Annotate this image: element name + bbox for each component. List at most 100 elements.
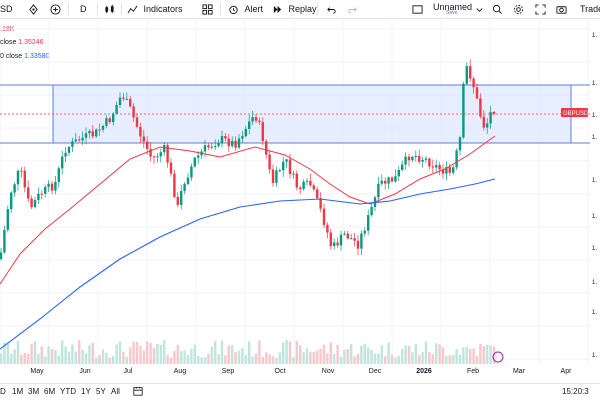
- timeframe-5y[interactable]: 5Y: [96, 387, 106, 396]
- legend-ma1-value: 1.35246: [18, 39, 44, 46]
- price-axis-label: 1.: [592, 310, 597, 316]
- volume-bar: [316, 350, 319, 364]
- layout-icon[interactable]: [412, 2, 423, 16]
- volume-bar: [163, 340, 166, 364]
- indicators-button[interactable]: Indicators: [127, 2, 183, 16]
- timeframe-1m[interactable]: 1M: [12, 387, 24, 396]
- volume-bar: [411, 352, 414, 364]
- timeframe-all[interactable]: All: [111, 387, 120, 396]
- candle-body: [20, 170, 23, 172]
- templates-icon[interactable]: [202, 2, 213, 16]
- redo-icon[interactable]: [347, 2, 358, 16]
- volume-bar: [452, 355, 455, 364]
- volume-bar: [241, 348, 244, 364]
- timeframe-1y[interactable]: 1Y: [81, 387, 91, 396]
- candle-body: [475, 87, 479, 99]
- candle-body: [210, 146, 213, 148]
- legend-ma2-label: 0 close: [0, 53, 23, 60]
- alert-button[interactable]: Alert: [228, 2, 263, 16]
- candle-body: [61, 156, 64, 169]
- price-axis-label: 1.: [592, 178, 597, 184]
- timeframe-6m[interactable]: 6M: [44, 387, 56, 396]
- camera-icon[interactable]: [556, 2, 567, 16]
- legend-ma2-value: 1.33580: [24, 53, 50, 60]
- x-axis-label: May: [30, 368, 44, 375]
- timeframe-ytd[interactable]: YTD: [60, 387, 76, 396]
- volume-bar: [197, 356, 200, 364]
- volume-bar: [149, 343, 152, 364]
- chevron-down-icon[interactable]: [474, 2, 485, 16]
- volume-bar: [37, 353, 40, 364]
- volume-bar: [176, 344, 179, 364]
- candle-body: [462, 83, 465, 138]
- volume-bar: [108, 357, 111, 364]
- volume-bar: [302, 352, 305, 364]
- volume-bar: [329, 342, 332, 364]
- compare-icon[interactable]: [28, 2, 39, 16]
- volume-bar: [322, 344, 326, 364]
- candle-body: [27, 187, 30, 199]
- search-icon[interactable]: [492, 2, 503, 16]
- fullscreen-icon[interactable]: [535, 2, 546, 16]
- x-axis-label: Sep: [222, 368, 235, 375]
- volume-bar: [343, 349, 346, 364]
- volume-bar: [261, 357, 264, 364]
- candle-body: [387, 177, 390, 184]
- volume-bar: [112, 356, 115, 364]
- volume-bar: [105, 352, 108, 364]
- volume-bar: [118, 341, 122, 364]
- volume-bar: [424, 341, 428, 364]
- chart-type-icon[interactable]: [104, 2, 115, 16]
- volume-bar: [367, 347, 370, 364]
- replay-button[interactable]: Replay: [272, 2, 317, 16]
- volume-bar: [312, 352, 315, 364]
- candle-body: [156, 156, 159, 158]
- add-symbol-icon[interactable]: [50, 2, 61, 16]
- volume-bar: [88, 345, 91, 364]
- candle-body: [248, 121, 251, 129]
- volume-bar: [350, 343, 353, 364]
- candle-body: [207, 145, 210, 148]
- volume-bar: [190, 348, 193, 364]
- volume-bar: [115, 344, 118, 364]
- candle-body: [421, 159, 424, 162]
- trade-button[interactable]: Trade: [580, 4, 600, 14]
- candle-body: [312, 185, 315, 190]
- price-axis-label: 1.: [592, 353, 597, 359]
- candle-body: [489, 111, 492, 124]
- calendar-icon[interactable]: [133, 386, 143, 398]
- volume-bar: [285, 340, 288, 364]
- legend-ma2: 0 close 1.33580: [0, 53, 49, 60]
- undo-icon[interactable]: [326, 2, 337, 16]
- symbol-search[interactable]: SD: [0, 4, 13, 14]
- candle-body: [33, 200, 37, 208]
- candle-body: [305, 180, 309, 182]
- candle-body: [390, 177, 394, 182]
- candle-body: [241, 136, 244, 139]
- price-axis-label: 1.: [592, 81, 597, 87]
- volume-bar: [360, 345, 363, 364]
- timeframe-3m[interactable]: 3M: [28, 387, 40, 396]
- candle-body: [486, 123, 489, 128]
- candle-body: [343, 233, 346, 235]
- volume-bar: [234, 351, 237, 364]
- volume-bar: [173, 350, 176, 364]
- candle-body: [108, 118, 111, 123]
- candle-body: [122, 97, 125, 99]
- settings-icon[interactable]: [513, 2, 524, 16]
- candle-body: [254, 117, 258, 121]
- interval-button[interactable]: D: [80, 4, 87, 14]
- candle-body: [173, 173, 176, 197]
- timeframe-d[interactable]: D: [0, 387, 6, 396]
- candle-body: [363, 230, 366, 234]
- candle-body: [149, 148, 152, 157]
- volume-bar: [91, 343, 94, 364]
- volume-bar: [414, 344, 417, 364]
- volume-bar: [421, 351, 424, 364]
- volume-bar: [231, 345, 234, 364]
- candle-body: [197, 155, 200, 158]
- chart-area[interactable]: .18K close 1.35246 0 close 1.33580 1.1.1…: [0, 19, 600, 382]
- volume-bar: [438, 344, 441, 364]
- layout-name[interactable]: Unnamed: [433, 2, 473, 12]
